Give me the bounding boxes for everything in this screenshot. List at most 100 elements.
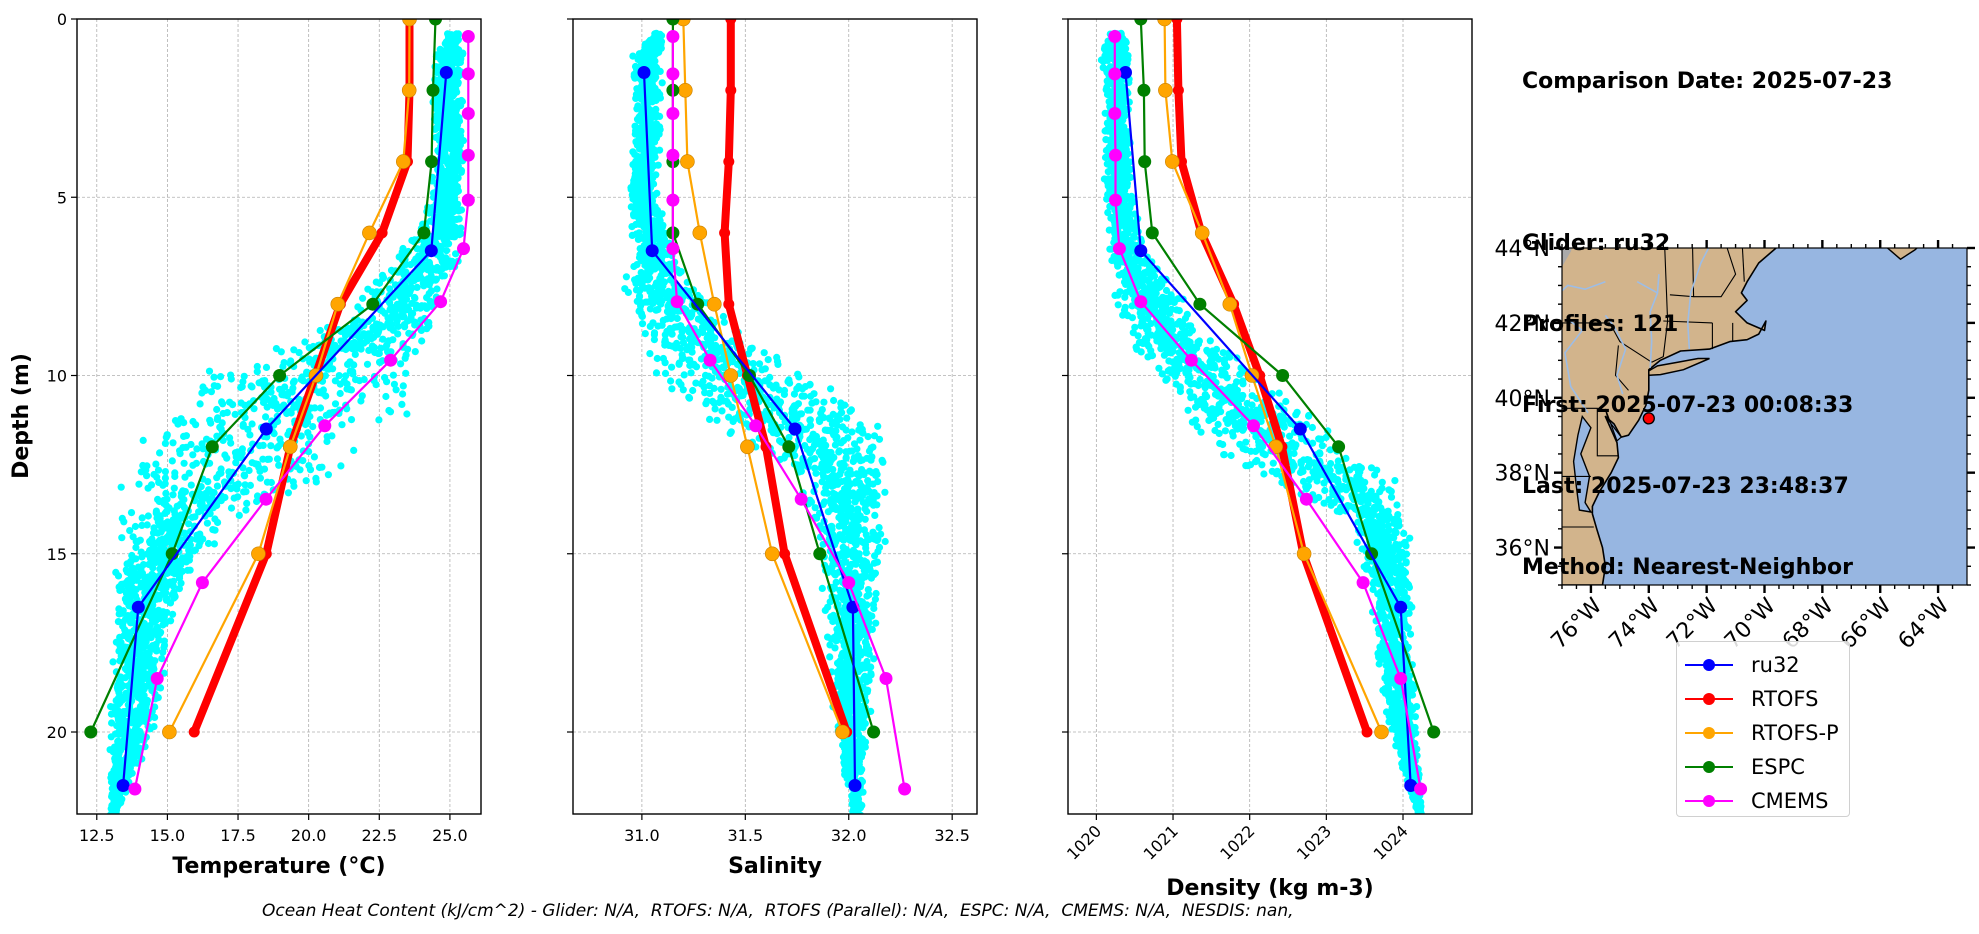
glider-scatter-point: [134, 721, 142, 729]
glider-scatter-point: [449, 208, 457, 216]
glider-scatter-point: [827, 613, 835, 621]
glider-scatter-point: [311, 404, 319, 412]
glider-scatter-point: [152, 460, 160, 468]
glider-scatter-point: [850, 512, 858, 520]
series-marker: [259, 422, 273, 436]
glider-scatter-point: [117, 638, 125, 647]
glider-scatter-point: [828, 563, 836, 572]
glider-scatter-point: [110, 805, 118, 814]
glider-scatter-point: [838, 531, 846, 539]
glider-scatter-point: [446, 158, 454, 166]
glider-scatter-point: [137, 565, 145, 573]
glider-scatter-point: [811, 504, 819, 512]
temperature-panel: 12.5 15.0 17.5 20.0 22.5 25.005101520Temperat…: [47, 10, 482, 879]
grid: [573, 18, 977, 814]
glider-scatter-point: [635, 253, 644, 262]
glider-scatter-point: [413, 283, 421, 291]
glider-scatter-point: [450, 102, 458, 110]
glider-scatter-point: [821, 606, 829, 615]
glider-scatter-point: [253, 368, 261, 376]
glider-scatter-point: [272, 345, 280, 353]
glider-scatter-point: [199, 445, 207, 453]
glider-scatter-point: [874, 422, 882, 430]
glider-scatter-point: [114, 749, 122, 757]
y-tick-label: 5: [57, 188, 67, 207]
glider-scatter-point: [701, 371, 710, 379]
glider-scatter-point: [189, 417, 197, 426]
glider-scatter-point: [717, 385, 725, 393]
glider-scatter-point: [135, 480, 143, 488]
series-marker: [162, 724, 177, 740]
glider-scatter-point: [426, 277, 434, 285]
series-espc: [84, 19, 442, 739]
glider-scatter-point: [403, 410, 411, 418]
glider-scatter-point: [407, 261, 415, 269]
glider-scatter-point: [729, 417, 737, 426]
glider-scatter-point: [387, 266, 396, 274]
glider-scatter-point: [110, 817, 117, 824]
x-tick-label: 15.0: [150, 826, 186, 845]
glider-scatter-point: [155, 478, 163, 486]
glider-scatter-point: [299, 377, 307, 385]
glider-scatter-point: [113, 722, 121, 730]
glider-scatter-point: [411, 318, 419, 326]
glider-scatter-point: [869, 496, 877, 504]
glider-scatter-point: [824, 426, 832, 435]
glider-scatter-point: [150, 723, 158, 731]
glider-scatter-point: [812, 398, 820, 406]
glider-scatter-point: [448, 227, 456, 235]
glider-scatter-point: [399, 382, 407, 390]
glider-scatter-point: [793, 385, 801, 393]
glider-scatter-point: [450, 31, 458, 40]
series-marker: [457, 242, 470, 256]
glider-scatter-point: [112, 814, 119, 821]
glider-scatter-point: [124, 577, 132, 585]
glider-scatter-point: [279, 362, 287, 371]
glider-scatter-point: [248, 383, 256, 391]
glider-scatter-point: [244, 425, 252, 433]
series-marker: [205, 440, 219, 454]
glider-scatter-point: [235, 511, 243, 519]
glider-scatter-point: [335, 372, 343, 380]
y-tick-label: 10: [47, 367, 67, 386]
glider-scatter-point: [871, 511, 879, 519]
glider-scatter-point: [134, 693, 142, 702]
glider-scatter-point: [433, 52, 442, 60]
glider-scatter-point: [142, 624, 150, 632]
glider-scatter-point: [785, 433, 793, 442]
glider-scatter-point: [855, 815, 862, 822]
series-marker: [402, 19, 417, 27]
glider-scatter-point: [865, 480, 873, 488]
x-tick-label: 17.5: [220, 826, 256, 845]
glider-scatter-point: [192, 535, 200, 543]
plot-area: [621, 19, 912, 822]
glider-scatter-point: [111, 817, 118, 824]
glider-scatter-point: [331, 377, 339, 385]
glider-scatter-point: [874, 478, 882, 486]
glider-scatter-point: [853, 815, 860, 822]
glider-scatter-point: [122, 566, 130, 574]
glider-scatter-point: [108, 784, 116, 793]
glider-scatter-point: [284, 431, 292, 439]
glider-scatter-point: [839, 543, 847, 551]
glider-scatter-point: [179, 487, 187, 495]
glider-scatter-point: [162, 489, 170, 497]
glider-scatter-point: [407, 310, 415, 318]
glider-scatter-point: [868, 612, 876, 620]
glider-scatter-point: [795, 373, 803, 381]
series-marker: [273, 369, 287, 382]
glider-scatter-point: [438, 272, 446, 280]
series-marker: [282, 439, 298, 455]
glider-scatter-point: [181, 529, 189, 537]
glider-scatter-point: [226, 434, 234, 442]
glider-scatter-point: [144, 512, 152, 520]
glider-scatter-point: [376, 358, 384, 367]
glider-scatter-point: [276, 435, 284, 443]
glider-scatter-point: [685, 393, 693, 401]
glider-scatter-point: [250, 405, 258, 413]
glider-scatter-point: [122, 631, 130, 640]
glider-scatter-point: [180, 459, 188, 467]
glider-scatter-point: [846, 563, 854, 571]
glider-scatter-point: [426, 217, 435, 225]
series-marker: [429, 19, 442, 26]
